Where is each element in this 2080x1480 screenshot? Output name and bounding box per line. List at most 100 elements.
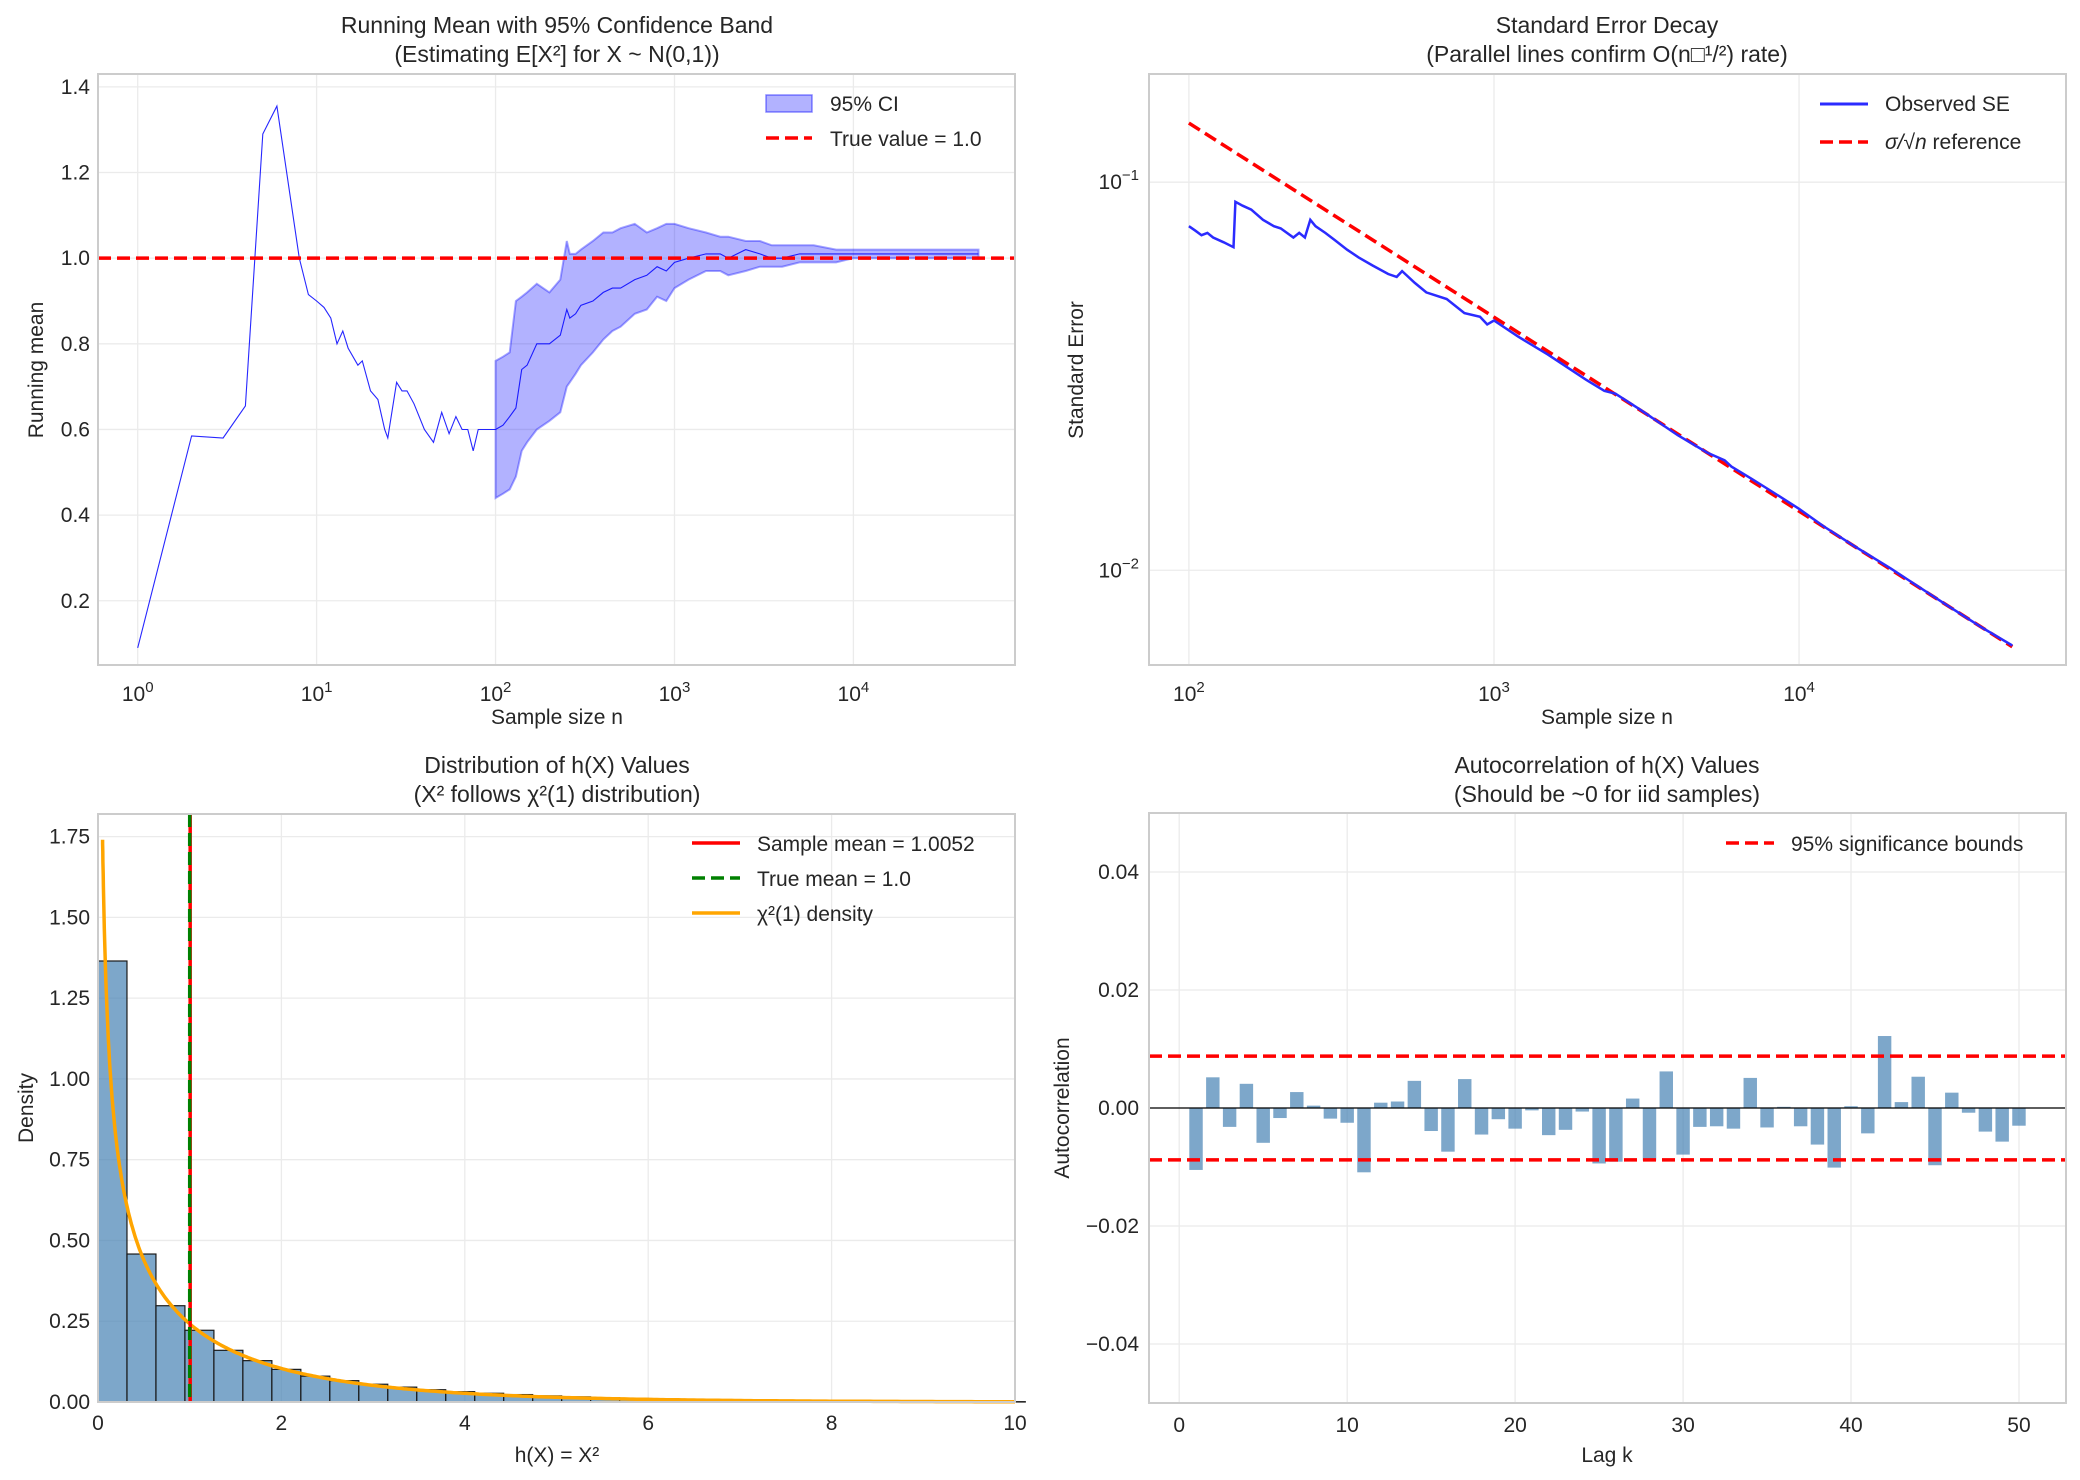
se-decay-x-ticks: 102 103 104 — [1173, 679, 1815, 706]
y-tick-label: 0.50 — [49, 1229, 90, 1252]
autocorrelation-bar — [1424, 1108, 1438, 1132]
y-tick-label: 1.4 — [61, 76, 91, 99]
x-tick-label: 102 — [1173, 679, 1205, 706]
se-decay-subtitle: (Parallel lines confirm O(n□¹/²) rate) — [1426, 41, 1788, 67]
autocorrelation-bar — [1844, 1106, 1858, 1108]
autocorrelation-bar — [1760, 1108, 1774, 1128]
y-tick-label: 0.4 — [61, 504, 91, 527]
se-decay-y-ticks: 10−1 10−2 — [1099, 167, 1139, 582]
legend-observed-se-label: Observed SE — [1885, 93, 2010, 116]
y-tick-label: 0.8 — [61, 333, 90, 356]
x-tick-label: 30 — [1671, 1414, 1694, 1437]
histogram-bar — [242, 1360, 273, 1403]
autocorrelation-bar — [1961, 1108, 1976, 1113]
x-tick-label: 103 — [1478, 679, 1510, 706]
autocorrelation-bar — [1441, 1108, 1455, 1152]
x-tick-label: 8 — [826, 1412, 838, 1435]
legend-bounds-label: 95% significance bounds — [1791, 833, 2023, 856]
running-mean-plot-area — [98, 104, 1015, 649]
autocorrelation-bar — [1525, 1108, 1539, 1111]
histogram-axes-frame — [97, 813, 1016, 1403]
running-mean-x-ticks: 100 101 102 103 104 — [122, 679, 869, 706]
autocorrelation-bar — [1458, 1079, 1472, 1108]
running-mean-panel: Running Mean with 95% Confidence Band (E… — [25, 12, 1016, 729]
autocorrelation-bar — [1508, 1108, 1522, 1129]
autocorrelation-bar — [1676, 1108, 1690, 1155]
se-decay-panel: Standard Error Decay (Parallel lines con… — [1065, 12, 2067, 729]
autocorrelation-bar — [1189, 1108, 1203, 1170]
autocorrelation-panel: Autocorrelation of h(X) Values (Should b… — [1051, 752, 2067, 1467]
autocorrelation-bar — [1306, 1105, 1321, 1108]
y-tick-label: 1.25 — [49, 987, 90, 1010]
legend-sample-mean-label: Sample mean = 1.0052 — [757, 833, 975, 856]
histogram-y-ticks: 0.00 0.25 0.50 0.75 1.00 1.25 1.50 1.75 — [49, 826, 90, 1414]
autocorrelation-bar — [1222, 1108, 1237, 1127]
autocorrelation-bar — [2012, 1108, 2026, 1126]
x-tick-label: 4 — [459, 1412, 471, 1435]
autocorrelation-bar — [1558, 1108, 1573, 1130]
histogram-bar — [300, 1375, 331, 1403]
running-mean-y-ticks: 0.2 0.4 0.6 0.8 1.0 1.2 1.4 — [61, 76, 91, 613]
autocorrelation-title: Autocorrelation of h(X) Values — [1454, 752, 1759, 778]
x-tick-label: 100 — [122, 679, 154, 706]
autocorrelation-bar — [1827, 1108, 1841, 1168]
x-tick-label: 10 — [1003, 1412, 1026, 1435]
autocorrelation-bar — [1743, 1077, 1757, 1108]
autocorrelation-x-ticks: 0 10 20 30 40 50 — [1173, 1414, 2030, 1437]
autocorrelation-bar — [1357, 1108, 1371, 1173]
autocorrelation-bar — [1340, 1108, 1354, 1123]
legend-reference-label: σ/√n reference — [1885, 131, 2021, 154]
autocorrelation-bar — [1390, 1101, 1405, 1108]
se-decay-axes-frame — [1148, 73, 2067, 666]
autocorrelation-bar — [1474, 1108, 1489, 1135]
x-tick-label: 50 — [2007, 1414, 2030, 1437]
autocorrelation-bar — [1877, 1036, 1892, 1108]
y-tick-label: 10−1 — [1099, 167, 1139, 194]
legend-true-value-label: True value = 1.0 — [830, 128, 982, 151]
autocorrelation-bar — [1273, 1108, 1287, 1119]
histogram-legend: Sample mean = 1.0052 True mean = 1.0 χ²(… — [692, 833, 975, 926]
y-tick-label: 0.2 — [61, 590, 90, 613]
x-tick-label: 102 — [480, 679, 512, 706]
autocorrelation-bar — [1642, 1108, 1657, 1161]
y-tick-label: 0.6 — [61, 418, 90, 441]
y-tick-label: 0.00 — [1098, 1097, 1139, 1120]
autocorrelation-bar — [1609, 1108, 1623, 1162]
histogram-panel: Distribution of h(X) Values (X² follows … — [15, 752, 1027, 1467]
autocorrelation-bar — [1491, 1108, 1506, 1120]
y-tick-label: −0.02 — [1086, 1215, 1139, 1238]
histogram-y-label: Density — [15, 1072, 38, 1143]
running-mean-y-label: Running mean — [25, 302, 48, 439]
legend-ci-label: 95% CI — [830, 93, 899, 116]
autocorrelation-bar — [1592, 1108, 1606, 1164]
autocorrelation-bar — [1374, 1102, 1388, 1108]
histogram-bar — [155, 1305, 186, 1403]
x-tick-label: 101 — [301, 679, 333, 706]
autocorrelation-bar — [1911, 1076, 1925, 1108]
autocorrelation-bar — [1239, 1083, 1254, 1108]
histogram-x-label: h(X) = X² — [515, 1444, 600, 1467]
se-decay-title: Standard Error Decay — [1496, 12, 1719, 38]
autocorrelation-bar — [1323, 1108, 1338, 1119]
autocorrelation-x-label: Lag k — [1581, 1444, 1633, 1467]
reference-line — [1187, 121, 2014, 649]
autocorrelation-bar — [1407, 1080, 1422, 1108]
observed-se-line — [1188, 199, 2013, 647]
running-mean-legend: 95% CI True value = 1.0 — [765, 93, 982, 151]
legend-reference-n: n — [1915, 131, 1927, 154]
autocorrelation-bar — [1793, 1108, 1808, 1127]
se-decay-grid — [1149, 74, 2066, 665]
histogram-subtitle: (X² follows χ²(1) distribution) — [414, 781, 701, 807]
legend-density-label: χ²(1) density — [757, 903, 874, 926]
y-tick-label: 0.02 — [1098, 979, 1139, 1002]
running-mean-line — [137, 104, 979, 649]
density-curve — [100, 839, 1015, 1404]
running-mean-subtitle: (Estimating E[X²] for X ~ N(0,1)) — [394, 41, 719, 67]
autocorrelation-plot-area — [1149, 1036, 2066, 1173]
y-tick-label: 1.0 — [61, 247, 90, 270]
histogram-grid — [97, 814, 1016, 1403]
y-tick-label: 10−2 — [1099, 555, 1139, 582]
autocorrelation-bar — [1206, 1077, 1220, 1108]
autocorrelation-axes-frame — [1148, 812, 2067, 1404]
x-tick-label: 10 — [1335, 1414, 1358, 1437]
